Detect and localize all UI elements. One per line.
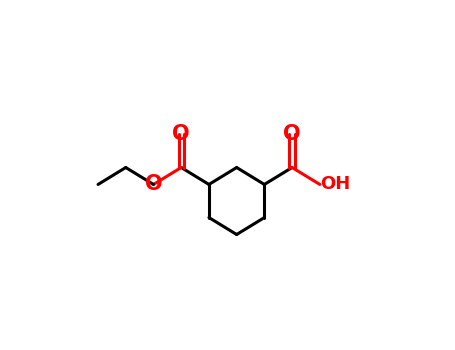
Text: OH: OH <box>320 175 350 194</box>
Text: O: O <box>145 174 162 195</box>
Text: O: O <box>172 124 190 145</box>
Text: O: O <box>283 124 301 145</box>
